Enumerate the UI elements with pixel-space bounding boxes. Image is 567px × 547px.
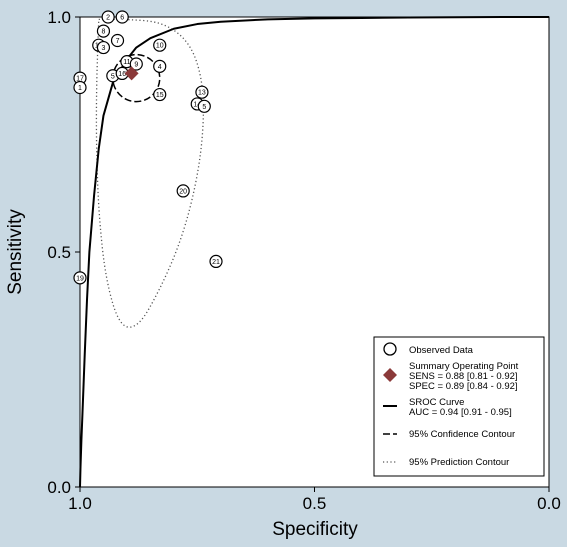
legend-summary-title: Summary Operating Point [409,361,519,372]
observed-point-label: 15 [156,92,164,99]
observed-point-label: 1 [78,85,82,92]
y-axis-title: Sensitivity [5,209,26,295]
observed-point: 2 [101,10,115,24]
observed-point-marker [101,10,115,24]
observed-point-label: 21 [212,259,220,266]
observed-point-label: 19 [76,275,84,282]
sroc-curve [79,16,549,488]
observed-point-label: 10 [156,43,164,50]
observed-point-marker [96,24,111,38]
observed-point: 4 [153,59,167,73]
summary-point-marker [124,66,139,81]
x-tick-label: 1.0 [68,494,92,513]
observed-point: 20 [176,184,190,198]
observed-point: 13 [195,85,209,99]
observed-point-label: 20 [179,188,187,195]
observed-point-marker [129,57,143,71]
observed-point-label: 2 [106,15,110,22]
observed-point-label: 5 [202,104,206,111]
observed-point-label: 16 [118,71,126,78]
observed-point-label: 14 [193,101,201,108]
observed-point: 15 [153,87,167,102]
observed-point-marker [115,10,129,24]
prediction-contour-path [95,18,205,328]
observed-point: 5 [197,99,211,113]
y-tick-label: 1.0 [47,8,71,27]
observed-point: 10 [153,38,167,52]
observed-point: 8 [96,24,111,38]
observed-point-label: 9 [134,62,138,69]
x-tick-label: 0.0 [537,494,561,513]
legend-box [373,336,545,477]
observed-point: 1 [73,80,87,95]
prediction-contour [95,18,205,328]
legend-observed-label: Observed Data [409,345,474,356]
observed-point-label: 6 [120,15,124,22]
observed-point-marker [96,40,111,55]
observed-point: 21 [209,254,223,268]
summary-point [124,66,139,81]
legend-sroc-title: SROC Curve [409,397,464,408]
legend: Observed Data Summary Operating Point SE… [373,336,545,477]
observed-point-marker [110,33,125,48]
observed-point: 3 [96,40,111,55]
legend-summary-marker [383,368,397,382]
observed-point-marker [153,38,167,52]
observed-point-marker [197,99,211,113]
observed-point-label: 17 [76,76,84,83]
observed-point-label: 11 [123,59,130,66]
observed-point-marker [209,254,223,268]
observed-point: 9 [129,57,143,71]
observed-point: 7 [110,33,125,48]
x-axis-title: Specificity [272,519,358,540]
observed-point-marker [73,271,87,285]
observed-point-label: 13 [198,90,206,97]
axes: 1.0 0.5 0.0 0.0 0.5 1.0 [47,8,560,513]
legend-summary-sens: SENS = 0.88 [0.81 - 0.92] [409,371,518,382]
observed-point-label: 5 [111,73,115,80]
observed-point-label: 7 [116,38,120,45]
y-tick-label: 0.0 [47,478,71,497]
legend-confidence-label: 95% Confidence Contour [409,429,515,440]
y-tick-label: 0.5 [47,243,71,262]
observed-point-marker [153,87,167,102]
legend-sroc-auc: AUC = 0.94 [0.91 - 0.95] [409,407,512,418]
legend-prediction-label: 95% Prediction Contour [409,457,509,468]
observed-points: 26871231011945161711315145202119 [73,10,223,285]
observed-point-marker [73,80,87,95]
observed-point-label: 8 [101,29,105,36]
observed-point: 6 [115,10,129,24]
x-tick-label: 0.5 [303,494,327,513]
observed-point-marker [176,184,190,198]
observed-point-marker [195,85,209,99]
legend-observed-marker [383,342,397,356]
observed-point-marker [153,59,167,73]
legend-summary-spec: SPEC = 0.89 [0.84 - 0.92] [409,381,518,392]
observed-point: 19 [73,271,87,285]
sroc-curve-line [79,16,549,488]
observed-point-label: 4 [158,64,162,71]
observed-point-label: 3 [101,45,105,52]
